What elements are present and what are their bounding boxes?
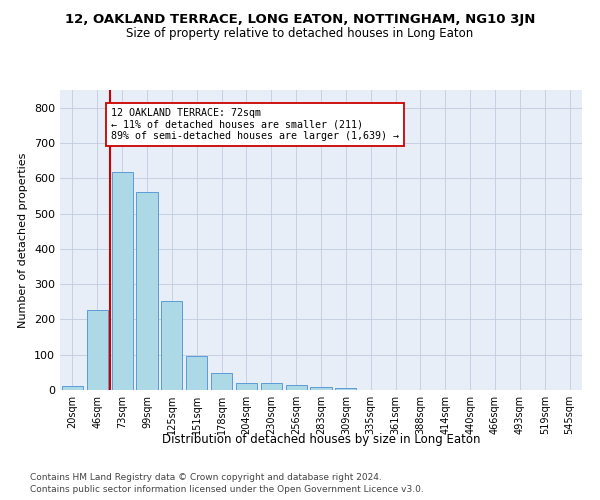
Bar — [310, 387, 332, 390]
Text: Contains HM Land Registry data © Crown copyright and database right 2024.: Contains HM Land Registry data © Crown c… — [30, 472, 382, 482]
Text: 12 OAKLAND TERRACE: 72sqm
← 11% of detached houses are smaller (211)
89% of semi: 12 OAKLAND TERRACE: 72sqm ← 11% of detac… — [111, 108, 399, 141]
Bar — [87, 310, 108, 390]
Bar — [112, 172, 133, 390]
Text: Contains public sector information licensed under the Open Government Licence v3: Contains public sector information licen… — [30, 485, 424, 494]
Y-axis label: Number of detached properties: Number of detached properties — [19, 152, 28, 328]
Text: Size of property relative to detached houses in Long Eaton: Size of property relative to detached ho… — [127, 28, 473, 40]
Bar — [136, 192, 158, 390]
Bar — [211, 373, 232, 390]
Text: Distribution of detached houses by size in Long Eaton: Distribution of detached houses by size … — [162, 432, 480, 446]
Bar — [286, 384, 307, 390]
Bar — [261, 383, 282, 390]
Bar — [161, 301, 182, 390]
Bar — [236, 383, 257, 390]
Bar — [335, 388, 356, 390]
Bar — [62, 386, 83, 390]
Text: 12, OAKLAND TERRACE, LONG EATON, NOTTINGHAM, NG10 3JN: 12, OAKLAND TERRACE, LONG EATON, NOTTING… — [65, 12, 535, 26]
Bar — [186, 356, 207, 390]
